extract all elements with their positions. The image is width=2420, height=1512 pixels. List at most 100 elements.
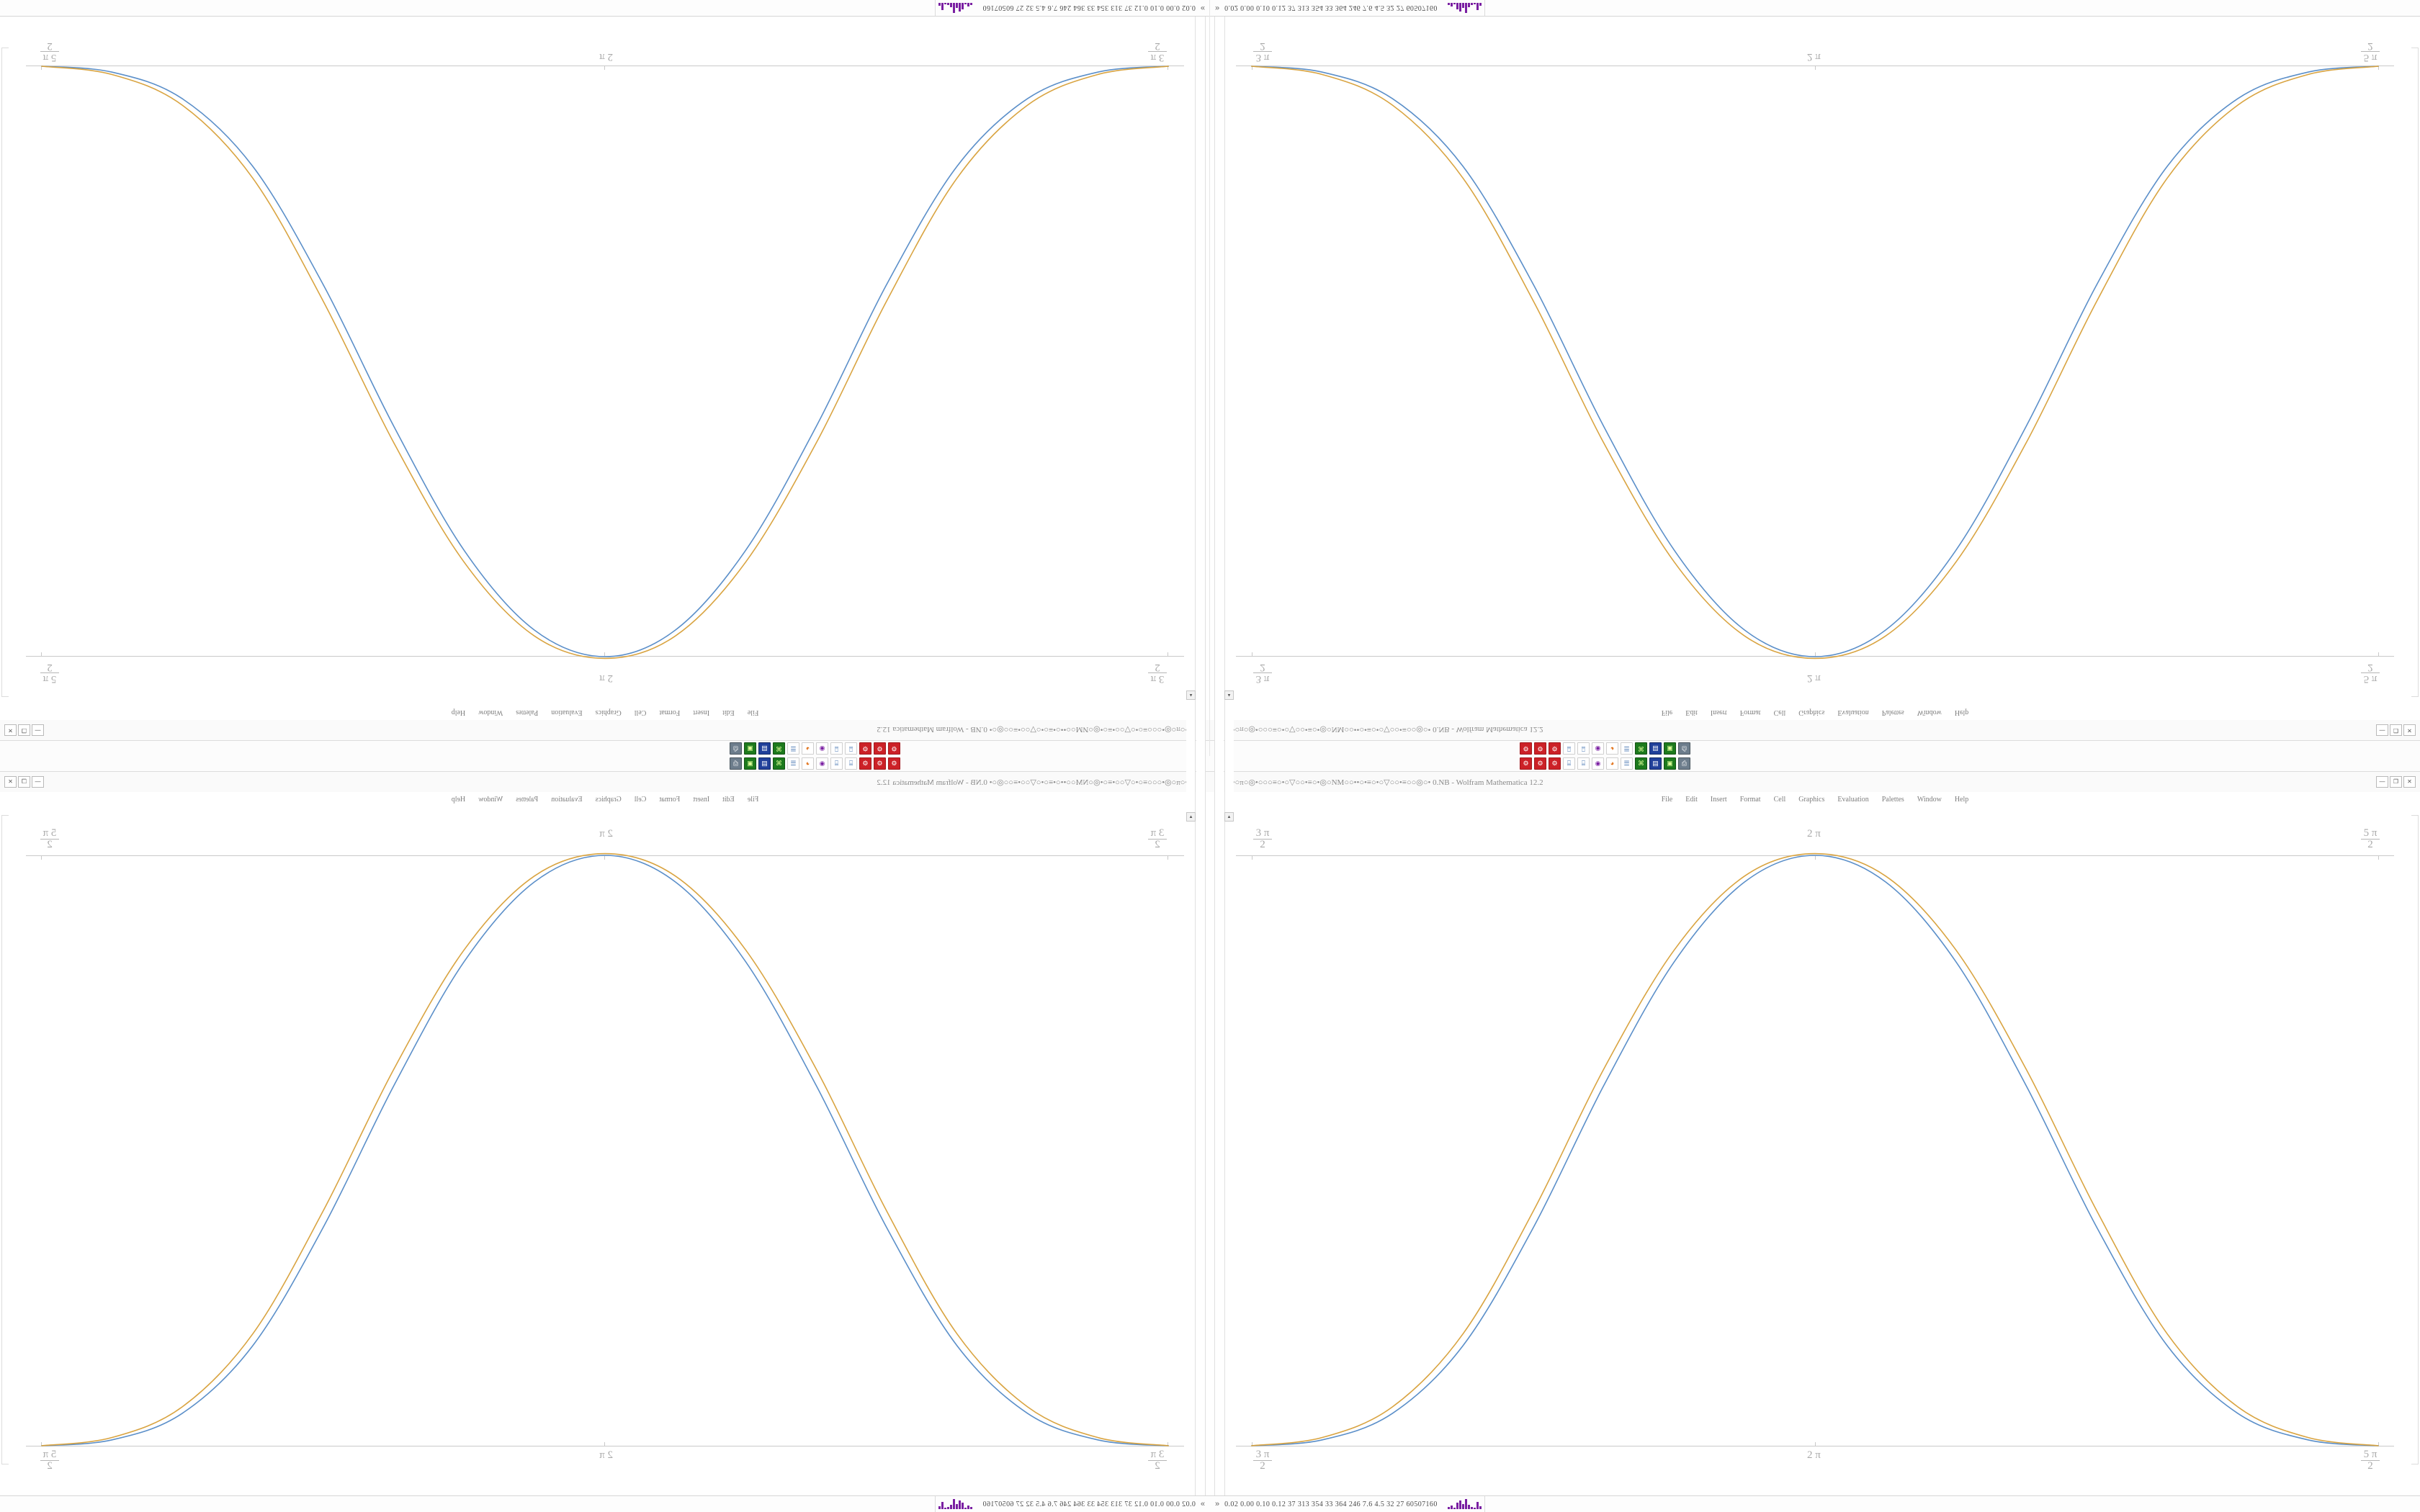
application-toolbar[interactable]: ⚙ ⚙ ⚙ ⌸ ⌸ ◉ ◕ ☰ ⌘ ▤ ▣ ⎙	[1210, 756, 2420, 772]
menu-item-window[interactable]: Window	[478, 795, 503, 804]
printer-icon[interactable]: ⎙	[730, 742, 742, 755]
menu-item-edit[interactable]: Edit	[722, 795, 735, 804]
gear-icon[interactable]: ⚙	[859, 757, 871, 770]
scrollbar-rail-outer[interactable]	[1214, 756, 1224, 1512]
document-icon[interactable]: ☰	[1621, 742, 1633, 755]
menu-item-cell[interactable]: Cell	[634, 795, 647, 804]
menu-item-cell[interactable]: Cell	[634, 708, 647, 717]
terminal-icon[interactable]: ⌘	[773, 757, 785, 770]
save-icon[interactable]: ▤	[758, 757, 771, 770]
maximize-button[interactable]: ❐	[18, 776, 30, 788]
menu-item-insert[interactable]: Insert	[1710, 708, 1727, 717]
menu-item-edit[interactable]: Edit	[1685, 795, 1698, 804]
menu-item-insert[interactable]: Insert	[693, 795, 710, 804]
menu-item-cell[interactable]: Cell	[1773, 708, 1786, 717]
save-icon[interactable]: ▤	[1649, 757, 1662, 770]
chevron-up-icon[interactable]: »	[1215, 1499, 1220, 1508]
gear-icon[interactable]: ⚙	[888, 742, 900, 755]
menu-item-edit[interactable]: Edit	[722, 708, 735, 717]
monitor-icon[interactable]: ▣	[1664, 742, 1676, 755]
gear-icon[interactable]: ⚙	[1520, 742, 1532, 755]
gear-icon[interactable]: ⚙	[874, 757, 886, 770]
browser-icon[interactable]: ◉	[816, 757, 828, 770]
menu-item-evaluation[interactable]: Evaluation	[551, 708, 583, 717]
firefox-icon[interactable]: ◕	[802, 757, 814, 770]
menu-item-window[interactable]: Window	[1917, 708, 1942, 717]
menu-item-evaluation[interactable]: Evaluation	[551, 795, 583, 804]
notebook-title-bar[interactable]: ○•○π○◎•○○○≡○•○▽○○•≡○•◎○NΜ○○••○•≡○•○▽○○•≡…	[1210, 772, 2420, 793]
gear-icon[interactable]: ⚙	[1549, 742, 1561, 755]
document-icon[interactable]: ☰	[787, 742, 799, 755]
close-button[interactable]: ✕	[2403, 776, 2416, 788]
close-button[interactable]: ✕	[4, 724, 17, 736]
maximize-button[interactable]: ❐	[2390, 724, 2402, 736]
application-toolbar[interactable]: ⚙ ⚙ ⚙ ⌸ ⌸ ◉ ◕ ☰ ⌘ ▤ ▣ ⎙	[0, 756, 1210, 772]
cell-bracket[interactable]	[1, 815, 9, 1464]
notebook-title-bar[interactable]: ○•○π○◎•○○○≡○•○▽○○•≡○•◎○NΜ○○••○•≡○•○▽○○•≡…	[0, 719, 1210, 740]
chevron-up-icon[interactable]: »	[1215, 4, 1220, 13]
menu-item-file[interactable]: File	[747, 708, 759, 717]
menu-item-window[interactable]: Window	[1917, 795, 1942, 804]
scrollbar-rail-outer[interactable]	[1214, 0, 1224, 756]
menu-item-format[interactable]: Format	[1739, 708, 1761, 717]
menu-item-help[interactable]: Help	[451, 708, 466, 717]
menu-item-cell[interactable]: Cell	[1773, 795, 1786, 804]
menu-bar[interactable]: File Edit Insert Format Cell Graphics Evaluati…	[1210, 792, 2420, 806]
menu-item-evaluation[interactable]: Evaluation	[1837, 795, 1869, 804]
scrollbar-rail-inner[interactable]	[1224, 0, 1234, 756]
minimize-button[interactable]: —	[2376, 724, 2388, 736]
browser-icon[interactable]: ◉	[1592, 757, 1604, 770]
save-icon[interactable]: ▤	[1649, 742, 1662, 755]
cell-bracket[interactable]	[2411, 48, 2419, 697]
browser-icon[interactable]: ◉	[1592, 742, 1604, 755]
firefox-icon[interactable]: ◕	[1606, 757, 1618, 770]
scrollbar-rail-outer[interactable]	[1196, 0, 1206, 756]
calculator-icon[interactable]: ⌸	[845, 742, 857, 755]
menu-item-palettes[interactable]: Palettes	[516, 795, 539, 804]
gear-icon[interactable]: ⚙	[1534, 757, 1546, 770]
menu-item-help[interactable]: Help	[451, 795, 466, 804]
window-controls[interactable]: — ❐ ✕	[0, 776, 44, 788]
terminal-icon[interactable]: ⌘	[773, 742, 785, 755]
maximize-button[interactable]: ❐	[18, 724, 30, 736]
menu-item-evaluation[interactable]: Evaluation	[1837, 708, 1869, 717]
menu-item-file[interactable]: File	[1661, 708, 1673, 717]
cell-bracket[interactable]	[1, 48, 9, 697]
minimize-button[interactable]: —	[32, 776, 44, 788]
menu-item-format[interactable]: Format	[1739, 795, 1761, 804]
scroll-up-button[interactable]: ▲	[1224, 690, 1234, 700]
monitor-icon[interactable]: ▣	[744, 742, 756, 755]
document-icon[interactable]: ☰	[1621, 757, 1633, 770]
menu-bar[interactable]: File Edit Insert Format Cell Graphics Evaluati…	[0, 792, 1210, 806]
menu-item-insert[interactable]: Insert	[693, 708, 710, 717]
scroll-up-button[interactable]: ▲	[1224, 812, 1234, 822]
minimize-button[interactable]: —	[2376, 776, 2388, 788]
menu-item-palettes[interactable]: Palettes	[516, 708, 539, 717]
menu-item-file[interactable]: File	[1661, 795, 1673, 804]
menu-item-help[interactable]: Help	[1954, 795, 1969, 804]
terminal-icon[interactable]: ⌘	[1635, 742, 1647, 755]
menu-item-file[interactable]: File	[747, 795, 759, 804]
gear-icon[interactable]: ⚙	[888, 757, 900, 770]
menu-bar[interactable]: File Edit Insert Format Cell Graphics Evaluati…	[1210, 706, 2420, 720]
maximize-button[interactable]: ❐	[2390, 776, 2402, 788]
menu-item-format[interactable]: Format	[659, 708, 681, 717]
chevron-up-icon[interactable]: »	[1200, 1499, 1205, 1508]
firefox-icon[interactable]: ◕	[1606, 742, 1618, 755]
menu-item-palettes[interactable]: Palettes	[1881, 795, 1904, 804]
calculator-icon[interactable]: ⌸	[1563, 757, 1575, 770]
menu-item-format[interactable]: Format	[659, 795, 681, 804]
calculator-icon[interactable]: ⌸	[1563, 742, 1575, 755]
scrollbar-rail-inner[interactable]	[1224, 756, 1234, 1512]
window-controls[interactable]: — ❐ ✕	[0, 724, 44, 736]
printer-icon[interactable]: ⎙	[730, 757, 742, 770]
gear-icon[interactable]: ⚙	[1520, 757, 1532, 770]
minimize-button[interactable]: —	[32, 724, 44, 736]
gear-icon[interactable]: ⚙	[874, 742, 886, 755]
calculator-icon[interactable]: ⌸	[830, 742, 843, 755]
scrollbar-rail-inner[interactable]	[1186, 0, 1196, 756]
menu-item-graphics[interactable]: Graphics	[595, 708, 622, 717]
calculator-icon[interactable]: ⌸	[1577, 757, 1590, 770]
monitor-icon[interactable]: ▣	[1664, 757, 1676, 770]
menu-item-window[interactable]: Window	[478, 708, 503, 717]
